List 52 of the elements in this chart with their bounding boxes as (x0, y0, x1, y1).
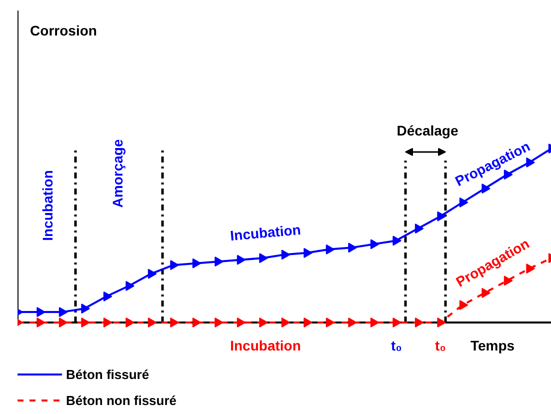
point (58, 307, 68, 318)
point (482, 288, 490, 298)
point (259, 318, 268, 328)
legend-label: Béton fissuré (66, 366, 150, 382)
point (170, 260, 179, 270)
point (236, 254, 246, 265)
point (348, 242, 357, 253)
point (36, 307, 46, 318)
text: Incubation (230, 338, 301, 354)
point (437, 318, 446, 328)
point (103, 291, 112, 302)
point (58, 318, 68, 328)
point (126, 318, 134, 328)
point (348, 318, 357, 328)
point (459, 197, 468, 208)
annotation: Incubation (230, 221, 302, 244)
point (281, 318, 290, 328)
point (281, 250, 290, 260)
point (81, 318, 90, 328)
point (192, 318, 202, 328)
point (414, 224, 424, 234)
point (414, 318, 424, 328)
point (81, 304, 90, 314)
point (36, 318, 46, 328)
point (370, 239, 380, 250)
point (392, 318, 402, 328)
point (103, 318, 112, 328)
point (214, 256, 224, 267)
point (459, 300, 468, 310)
point (304, 248, 312, 258)
x-axis-title: Temps (470, 338, 515, 354)
point (370, 318, 380, 328)
point (126, 280, 134, 291)
point (392, 236, 402, 246)
point (259, 253, 268, 264)
point (236, 318, 246, 328)
text: Corrosion (30, 22, 97, 38)
point (170, 318, 179, 328)
point (326, 318, 335, 328)
text: t₀ (435, 338, 446, 354)
annotation: Incubation (40, 170, 56, 241)
point (148, 318, 157, 328)
point (304, 318, 312, 328)
point (326, 244, 335, 254)
text: t₀ (391, 338, 402, 354)
point (214, 318, 224, 328)
point (192, 258, 202, 268)
point (148, 268, 157, 279)
legend-label: Béton non fissuré (66, 392, 177, 408)
point (437, 211, 446, 222)
text: Décalage (396, 122, 458, 138)
annotation: Amorçage (110, 139, 126, 208)
